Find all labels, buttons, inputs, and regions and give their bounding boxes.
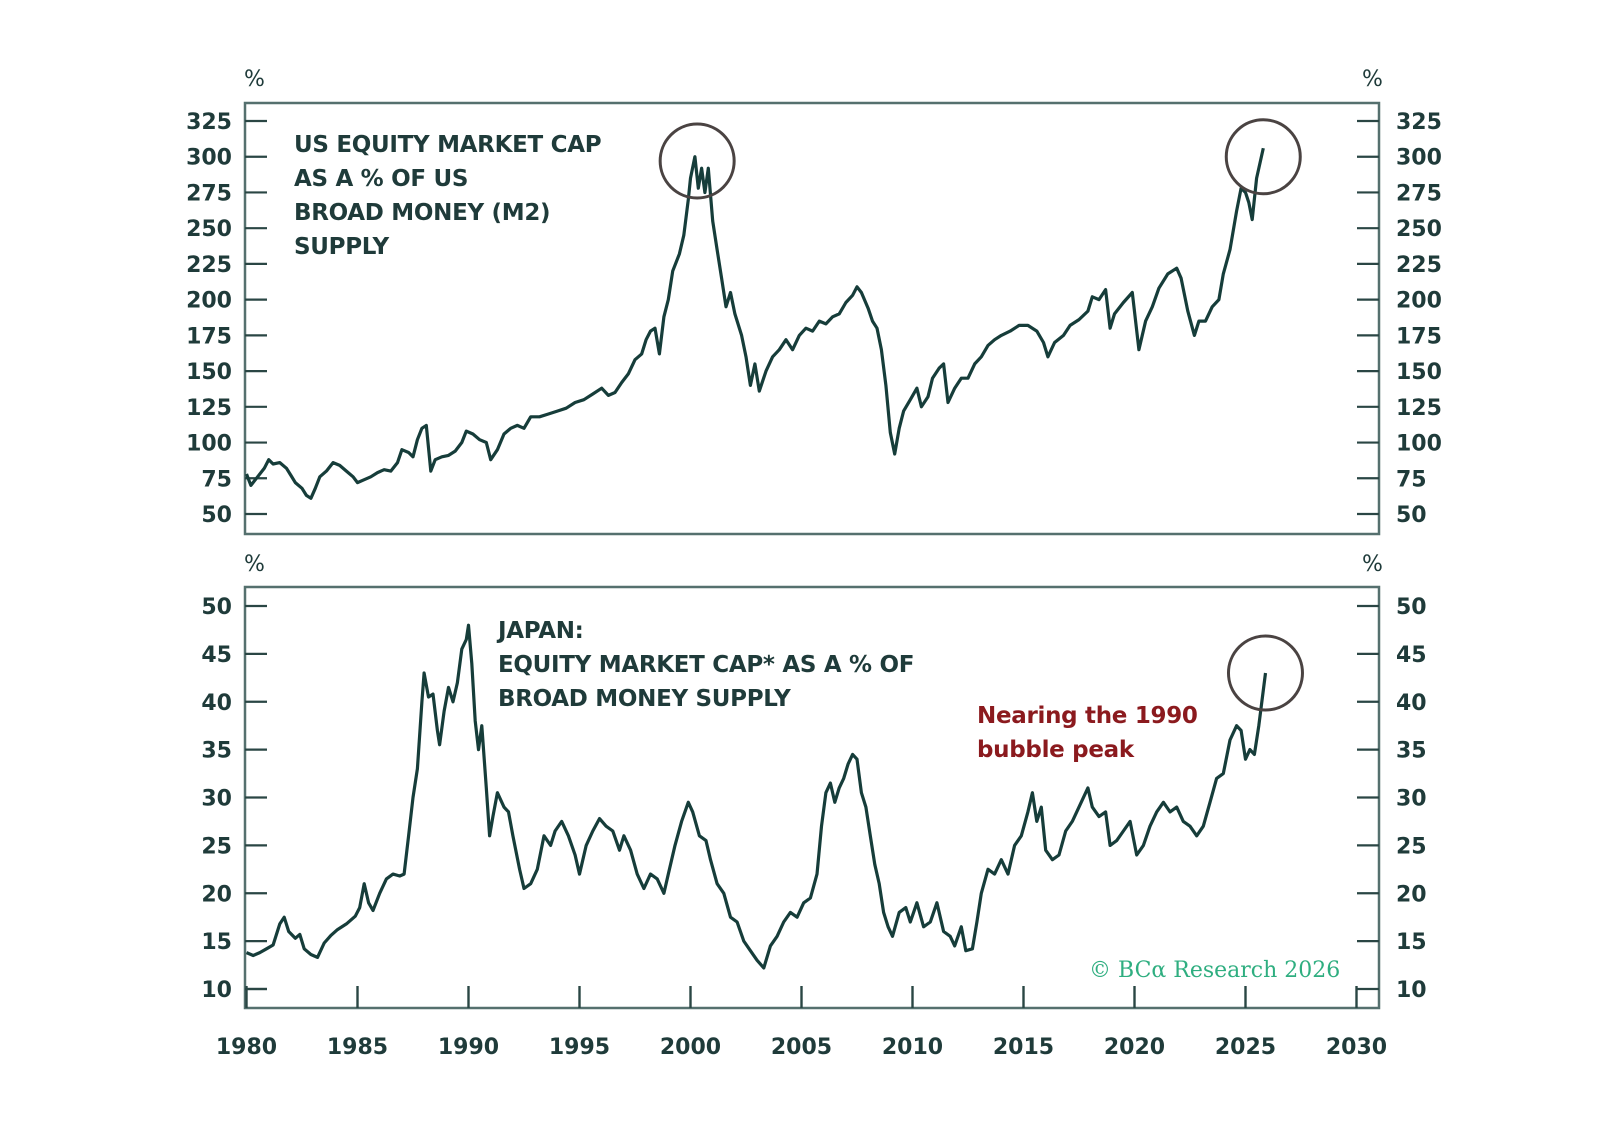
japan-y-tick-label-left: 50 [201, 595, 232, 620]
japan-title-line: EQUITY MARKET CAP* AS A % OF [498, 652, 914, 678]
x-axis-ticks: 1980 1985 1990 1995 2000 2005 2010 2015 2020 2025… [216, 986, 1387, 1060]
us-y-tick-label-right: 75 [1396, 467, 1427, 492]
japan-y-tick-label-right: 25 [1396, 834, 1427, 859]
japan-plot-frame [243, 585, 1381, 1010]
japan-chart-title: JAPAN: EQUITY MARKET CAP* AS A % OF BROA… [496, 618, 914, 712]
us-y-tick-label-right: 125 [1396, 396, 1442, 421]
japan-y-tick-label-left: 30 [201, 787, 232, 812]
us-y-tick-label-left: 200 [186, 289, 232, 314]
us-highlight-circle [658, 122, 736, 200]
x-tick-label: 1990 [438, 1035, 499, 1060]
x-tick-label: 2000 [660, 1035, 721, 1060]
us-panel: % % 325 325 300 300 275 275 250 250 225 225 200 200… [186, 67, 1442, 536]
us-highlight-circle [1224, 118, 1302, 196]
us-chart-title: US EQUITY MARKET CAP AS A % OF US BROAD … [294, 132, 602, 260]
us-y-tick-label-left: 300 [186, 146, 232, 171]
us-title-line: BROAD MONEY (M2) [294, 200, 550, 226]
us-y-tick-label-right: 150 [1396, 360, 1442, 385]
x-tick-label: 1980 [216, 1035, 277, 1060]
japan-y-tick-label-right: 45 [1396, 643, 1427, 668]
japan-series-line [245, 623, 1268, 970]
us-y-tick-label-right: 100 [1396, 432, 1442, 457]
x-tick-label: 1995 [549, 1035, 610, 1060]
japan-y-unit-right: % [1362, 552, 1383, 577]
us-y-tick-label-left: 150 [186, 360, 232, 385]
us-y-tick-label-right: 275 [1396, 181, 1442, 206]
japan-y-tick-label-left: 15 [201, 930, 232, 955]
us-y-tick-label-left: 225 [186, 253, 232, 278]
us-y-tick-label-left: 100 [186, 432, 232, 457]
us-title-line: AS A % OF US [294, 166, 468, 192]
us-y-tick-label-right: 200 [1396, 289, 1442, 314]
x-tick-label: 2005 [771, 1035, 832, 1060]
source-credit: © BCα Research 2026 [1089, 958, 1340, 983]
us-plot-frame [243, 101, 1381, 536]
japan-y-tick-label-right: 50 [1396, 595, 1427, 620]
x-tick-label: 2025 [1215, 1035, 1276, 1060]
japan-y-tick-label-right: 35 [1396, 739, 1427, 764]
japan-y-tick-label-right: 30 [1396, 787, 1427, 812]
japan-y-tick-label-left: 25 [201, 834, 232, 859]
us-y-tick-label-right: 225 [1396, 253, 1442, 278]
annotation-line: Nearing the 1990 [977, 703, 1198, 729]
x-tick-label: 2020 [1104, 1035, 1165, 1060]
japan-y-tick-label-left: 10 [201, 978, 232, 1003]
japan-y-tick-label-right: 15 [1396, 930, 1427, 955]
x-tick-label: 2010 [882, 1035, 943, 1060]
japan-y-tick-label-right: 20 [1396, 882, 1427, 907]
japan-title-line: JAPAN: [496, 618, 584, 644]
us-y-tick-label-right: 300 [1396, 146, 1442, 171]
japan-highlight-circle [1226, 634, 1304, 712]
japan-y-tick-label-left: 35 [201, 739, 232, 764]
japan-y-tick-label-left: 40 [201, 691, 232, 716]
japan-y-tick-label-left: 20 [201, 882, 232, 907]
us-y-tick-label-left: 175 [186, 324, 232, 349]
japan-y-tick-label-right: 40 [1396, 691, 1427, 716]
japan-y-tick-label-left: 45 [201, 643, 232, 668]
x-tick-label: 2030 [1326, 1035, 1387, 1060]
us-title-line: SUPPLY [294, 234, 390, 260]
japan-y-ticks: 50 50 45 45 40 40 35 35 30 30 25 25 20 20 15 15 10 10 [201, 595, 1426, 1003]
us-y-tick-label-left: 50 [201, 503, 232, 528]
japan-y-tick-label-right: 10 [1396, 978, 1427, 1003]
japan-highlight-circles [1226, 634, 1304, 712]
us-y-tick-label-right: 175 [1396, 324, 1442, 349]
us-y-unit-left: % [244, 67, 265, 92]
us-series-line [245, 147, 1265, 500]
x-tick-label: 1985 [327, 1035, 388, 1060]
us-y-tick-label-right: 325 [1396, 110, 1442, 135]
us-y-tick-label-left: 325 [186, 110, 232, 135]
us-y-tick-label-left: 275 [186, 181, 232, 206]
us-title-line: US EQUITY MARKET CAP [294, 132, 601, 158]
annotation-line: bubble peak [977, 737, 1135, 763]
us-y-tick-label-right: 50 [1396, 503, 1427, 528]
us-y-tick-label-left: 250 [186, 217, 232, 242]
japan-annotation: Nearing the 1990 bubble peak [977, 703, 1198, 763]
japan-y-unit-left: % [244, 552, 265, 577]
japan-title-line: BROAD MONEY SUPPLY [498, 686, 791, 712]
us-y-tick-label-right: 250 [1396, 217, 1442, 242]
us-highlight-circles [658, 118, 1302, 200]
x-tick-label: 2015 [993, 1035, 1054, 1060]
us-y-tick-label-left: 75 [201, 467, 232, 492]
us-y-tick-label-left: 125 [186, 396, 232, 421]
us-y-unit-right: % [1362, 67, 1383, 92]
us-y-ticks: 325 325 300 300 275 275 250 250 225 225 200 200 175 1… [186, 110, 1442, 528]
